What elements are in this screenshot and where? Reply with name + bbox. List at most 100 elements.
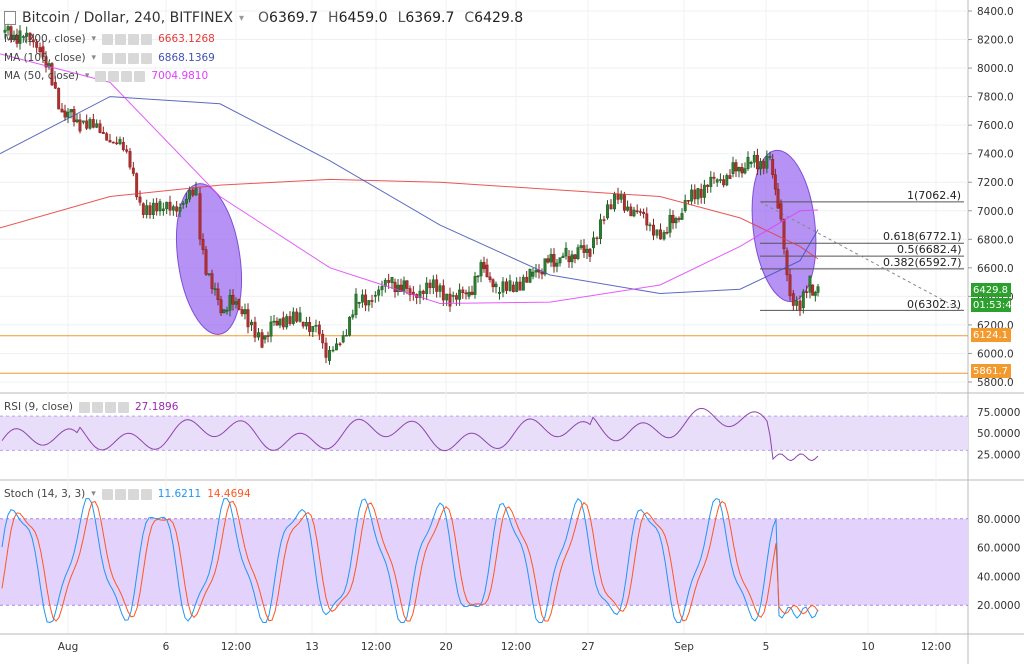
indicator-buttons — [102, 52, 153, 64]
candle-body — [364, 294, 368, 306]
open-value: 6369.7 — [269, 10, 319, 26]
candle-body — [216, 288, 220, 300]
fib-label-0618: 0.618(6772.1) — [883, 230, 962, 243]
candle-body — [677, 218, 681, 220]
candle-body — [752, 154, 756, 163]
stoch-label: Stoch (14, 3, 3) — [4, 488, 86, 500]
ohlc-values: O6369.7 H6459.0 L6369.7 C6429.8 — [258, 10, 524, 26]
candle-body — [734, 162, 738, 172]
candle-body — [438, 285, 442, 292]
candle-body — [393, 281, 397, 292]
candle-body — [421, 290, 425, 294]
stoch-d-value: 14.4694 — [207, 488, 251, 500]
candle-body — [69, 109, 73, 113]
candle-body — [765, 156, 769, 169]
candle-body — [755, 154, 759, 170]
candle-body — [311, 326, 315, 332]
candle-body — [396, 284, 400, 292]
candle-body — [668, 214, 672, 233]
candle-body — [253, 321, 257, 338]
candle-body — [494, 283, 498, 288]
candle-body — [373, 294, 377, 297]
candle-body — [118, 139, 122, 145]
candle-body — [402, 280, 406, 292]
ma-line-1 — [0, 96, 819, 295]
candle-body — [461, 289, 465, 294]
candle-body — [798, 300, 802, 311]
candle-body — [665, 231, 669, 234]
candle-body — [288, 316, 292, 324]
candle-body — [281, 317, 285, 328]
candle-body — [558, 257, 562, 264]
candle-body — [431, 279, 435, 289]
candle-body — [35, 41, 39, 48]
candle-body — [801, 291, 805, 309]
candle-body — [759, 161, 763, 170]
candle-body — [377, 289, 381, 296]
candle-body — [728, 175, 732, 179]
legend-ma100[interactable]: MA (100, close) ▾ 6868.1369 — [4, 52, 215, 64]
candle-body — [91, 119, 95, 128]
candle-body — [652, 224, 655, 236]
time-tick-label: 12:00 — [221, 641, 251, 653]
price-tick-label: 7800.0 — [977, 92, 1014, 104]
candle-body — [725, 175, 729, 186]
candle-body — [78, 119, 82, 132]
candle-body — [473, 276, 477, 295]
time-tick-label: 6 — [163, 641, 170, 653]
candle-body — [791, 293, 795, 306]
fib-label-0382: 0.382(6592.7) — [883, 256, 962, 269]
candle-body — [588, 248, 592, 257]
candle-body — [184, 198, 188, 204]
ma50-label: MA (50, close) — [4, 70, 79, 82]
rsi-tick-label: 50.0000 — [977, 428, 1020, 440]
candle-body — [659, 229, 662, 240]
candle-body — [314, 325, 318, 327]
candle-body — [263, 335, 267, 340]
legend-ma200[interactable]: MA (200, close) ▾ 6663.1268 — [4, 33, 215, 45]
candle-body — [699, 189, 703, 198]
candle-body — [12, 34, 16, 40]
candle-body — [511, 284, 515, 292]
candle-body — [638, 211, 642, 213]
candle-body — [237, 298, 241, 310]
candle-body — [165, 201, 169, 210]
candle-body — [573, 254, 577, 259]
candle-body — [776, 188, 780, 209]
stoch-tick-label: 60.0000 — [977, 543, 1020, 555]
candle-body — [671, 214, 675, 224]
candle-body — [731, 162, 735, 174]
candle-body — [219, 299, 223, 314]
price-tick-label: 6000.0 — [977, 348, 1014, 360]
stoch-tick-label: 20.0000 — [977, 600, 1020, 612]
candle-body — [50, 63, 54, 86]
rsi-tick-label: 25.0000 — [977, 450, 1020, 462]
candle-body — [441, 285, 445, 301]
candle-body — [125, 149, 129, 152]
ma100-value: 6868.1369 — [158, 52, 215, 64]
collapse-icon[interactable] — [4, 11, 16, 25]
candle-body — [111, 141, 115, 144]
candle-body — [158, 201, 162, 212]
candle-body — [85, 120, 89, 129]
candle-body — [31, 39, 35, 43]
highlight-ellipse — [176, 183, 242, 335]
legend-ma50[interactable]: MA (50, close) ▾ 7004.9810 — [4, 70, 208, 82]
time-tick-label: 12:00 — [361, 641, 391, 653]
candle-body — [155, 202, 159, 212]
candle-body — [63, 110, 67, 118]
candle-body — [324, 342, 328, 358]
legend-stoch[interactable]: Stoch (14, 3, 3) ▾ 11.6211 14.4694 — [4, 488, 251, 500]
time-tick-label: 10 — [861, 641, 874, 653]
legend-rsi[interactable]: RSI (9, close) 27.1896 — [4, 401, 178, 413]
chevron-down-icon: ▾ — [91, 53, 97, 63]
candle-body — [813, 292, 817, 296]
candle-body — [476, 275, 480, 278]
stoch-d-line — [1, 500, 819, 622]
candle-body — [582, 245, 586, 253]
candle-body — [555, 262, 559, 267]
chevron-down-icon[interactable]: ▾ — [238, 12, 245, 24]
symbol-title[interactable]: Bitcoin / Dollar, 240, BITFINEX — [22, 10, 233, 26]
